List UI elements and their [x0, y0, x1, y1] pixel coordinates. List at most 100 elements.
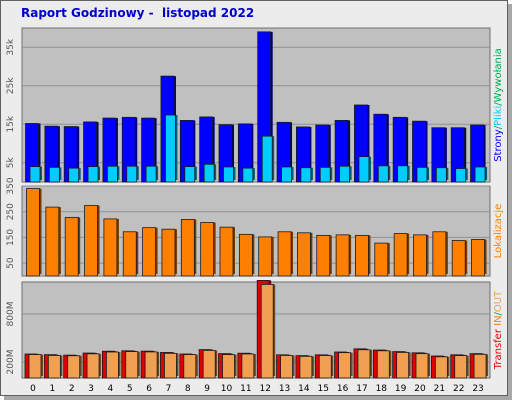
bar-pages-files-hits-pliki-19 [397, 165, 409, 183]
bar-visits-lokalizacje-12 [258, 236, 273, 277]
bar-transfer-out-9 [202, 349, 216, 379]
bar-transfer-out-18 [376, 350, 390, 379]
x-tick-label: 2 [69, 384, 75, 394]
bar-visits-lokalizacje-16 [335, 234, 350, 277]
bar-transfer-out-23 [473, 353, 487, 379]
bar-transfer-out-8 [183, 354, 197, 379]
y-tick-label: 50 [6, 257, 16, 269]
bar-transfer-out-11 [241, 353, 255, 379]
x-tick-label: 0 [30, 384, 36, 394]
bar-visits-lokalizacje-20 [413, 234, 427, 277]
bar-transfer-out-13 [280, 355, 293, 379]
side-label-part: Transfer [493, 328, 504, 370]
bar-pages-files-hits-pliki-20 [416, 166, 428, 183]
x-tick-label: 6 [146, 384, 152, 394]
side-label-part: / [493, 102, 504, 106]
bar-visits-lokalizacje-4 [103, 218, 118, 277]
bar-transfer-out-19 [396, 351, 410, 379]
x-tick-label: 11 [240, 384, 251, 394]
bar-pages-files-hits-pliki-4 [107, 165, 118, 183]
side-label-part: Strony [493, 129, 504, 162]
x-tick-label: 1 [49, 384, 55, 394]
bar-visits-lokalizacje-15 [316, 234, 331, 277]
x-tick-label: 9 [204, 384, 210, 394]
x-tick-label: 4 [108, 384, 114, 394]
bar-visits-lokalizacje-8 [180, 219, 195, 277]
bar-transfer-out-12 [260, 283, 274, 379]
y-tick-label: 250 [6, 203, 16, 220]
x-tick-label: 22 [453, 384, 464, 394]
bar-pages-files-hits-pliki-6 [145, 165, 157, 183]
x-tick-label: 23 [472, 384, 483, 394]
side-label-visits: Lokalizacje [493, 204, 504, 259]
bar-transfer-out-15 [318, 355, 332, 379]
bar-visits-lokalizacje-22 [451, 240, 466, 277]
x-tick-label: 13 [279, 384, 290, 394]
bar-visits-lokalizacje-14 [296, 232, 311, 277]
bar-pages-files-hits-pliki-13 [281, 166, 292, 183]
bar-transfer-out-4 [106, 351, 119, 379]
bar-transfer-out-10 [222, 354, 235, 379]
bar-transfer-out-17 [357, 349, 371, 379]
x-tick-label: 16 [337, 384, 349, 394]
bar-visits-lokalizacje-5 [122, 231, 137, 277]
bar-pages-files-hits-pliki-22 [455, 168, 467, 183]
bar-pages-files-hits-pliki-9 [203, 163, 215, 183]
x-tick-label: 5 [127, 384, 133, 394]
bar-transfer-out-7 [164, 352, 177, 379]
side-label-transfer: Transfer IN/OUT [493, 290, 504, 370]
bar-visits-lokalizacje-18 [374, 242, 389, 277]
x-tick-label: 8 [185, 384, 191, 394]
bar-pages-files-hits-pliki-12 [261, 135, 273, 183]
y-tick-label: 35k [6, 38, 16, 55]
bar-transfer-out-21 [434, 356, 448, 379]
bar-visits-lokalizacje-9 [200, 222, 215, 277]
y-tick-label: 15k [6, 115, 16, 132]
bar-transfer-out-14 [299, 355, 313, 379]
bar-transfer-out-20 [415, 353, 429, 379]
x-tick-label: 20 [414, 384, 426, 394]
bar-pages-files-hits-pliki-15 [319, 166, 331, 183]
bar-pages-files-hits-pliki-10 [223, 166, 234, 183]
side-label-part: Lokalizacje [493, 204, 504, 259]
bar-pages-files-hits-pliki-5 [126, 165, 138, 183]
x-tick-label: 7 [166, 384, 172, 394]
x-tick-label: 3 [88, 384, 94, 394]
bar-transfer-out-3 [86, 353, 100, 379]
bar-visits-lokalizacje-21 [432, 231, 447, 277]
bar-visits-lokalizacje-6 [142, 227, 157, 277]
bar-visits-lokalizacje-11 [238, 233, 253, 277]
y-tick-label: 800M [6, 302, 16, 327]
bar-pages-files-hits-pliki-21 [435, 167, 447, 183]
bar-transfer-out-5 [125, 351, 139, 379]
y-tick-label: 25k [6, 77, 16, 94]
bar-transfer-out-2 [67, 355, 81, 379]
panel-pages-files-hits [21, 27, 491, 183]
side-label-part: Pliki [493, 106, 504, 126]
side-label-part: OUT [493, 290, 504, 312]
y-tick-label: 5k [6, 157, 16, 169]
bar-pages-files-hits-pliki-7 [165, 114, 176, 183]
bar-visits-lokalizacje-0 [26, 188, 40, 277]
x-tick-label: 10 [221, 384, 233, 394]
bar-visits-lokalizacje-23 [471, 239, 485, 277]
page-title: Raport Godzinowy - listopad 2022 [21, 6, 255, 20]
x-tick-label: 19 [395, 384, 407, 394]
x-tick-label: 12 [259, 384, 270, 394]
bar-pages-files-hits-pliki-11 [242, 167, 254, 183]
y-tick-label: 200M [6, 350, 16, 375]
side-label-part: Wywołania [493, 48, 504, 102]
x-tick-label: 14 [298, 384, 310, 394]
bar-transfer-out-1 [47, 355, 61, 379]
bar-transfer-out-0 [28, 354, 42, 379]
y-tick-label: 150 [6, 229, 16, 246]
bar-visits-lokalizacje-2 [64, 216, 79, 277]
bar-visits-lokalizacje-19 [393, 233, 408, 277]
bar-pages-files-hits-pliki-1 [48, 166, 60, 183]
bar-pages-files-hits-pliki-14 [300, 167, 312, 183]
side-label-pages-files-hits: Strony/Pliki/Wywołania [493, 48, 504, 162]
bar-visits-lokalizacje-10 [219, 226, 234, 277]
bar-transfer-out-16 [338, 352, 352, 379]
x-tick-label: 17 [356, 384, 367, 394]
